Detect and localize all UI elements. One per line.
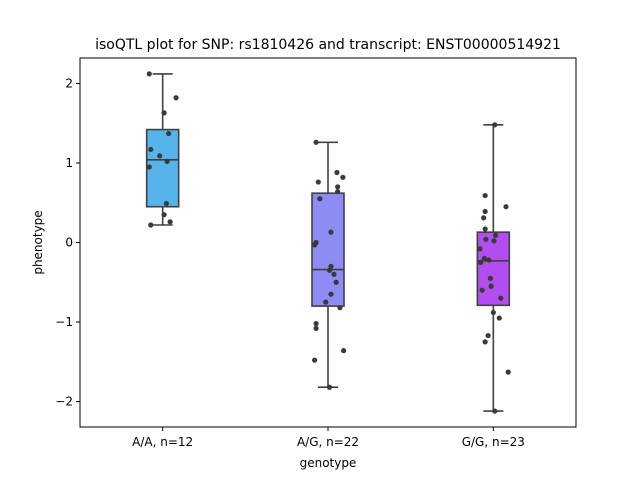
data-point bbox=[478, 259, 484, 265]
y-tick-label: 1 bbox=[65, 156, 73, 170]
box-iqr bbox=[145, 128, 180, 208]
data-point bbox=[482, 208, 488, 215]
x-tick-label: A/A, n=12 bbox=[132, 435, 193, 449]
y-tick-label: 0 bbox=[65, 236, 73, 250]
data-point bbox=[488, 283, 494, 289]
data-point bbox=[312, 357, 318, 363]
box-group bbox=[311, 139, 347, 390]
data-point bbox=[163, 200, 169, 207]
y-axis: −2 −1 0 1 2 bbox=[55, 76, 80, 409]
x-axis: A/A, n=12 A/G, n=22 G/G, n=23 bbox=[132, 427, 525, 449]
data-point bbox=[313, 139, 319, 145]
data-point bbox=[317, 196, 323, 202]
data-point bbox=[313, 325, 319, 331]
x-tick-label: G/G, n=23 bbox=[462, 435, 525, 449]
data-point bbox=[167, 219, 173, 225]
chart-title: isoQTL plot for SNP: rs1810426 and trans… bbox=[95, 37, 561, 53]
data-point bbox=[492, 408, 498, 414]
plot-area bbox=[145, 71, 511, 414]
box-iqr bbox=[476, 231, 511, 307]
data-point bbox=[326, 384, 333, 390]
data-point bbox=[166, 130, 172, 137]
data-point bbox=[328, 229, 334, 235]
data-point bbox=[496, 315, 502, 321]
data-point bbox=[482, 192, 488, 199]
data-point bbox=[146, 71, 152, 77]
data-point bbox=[333, 279, 339, 285]
data-point bbox=[498, 295, 504, 301]
data-point bbox=[148, 222, 154, 228]
data-point bbox=[326, 267, 333, 273]
data-point bbox=[341, 348, 347, 354]
data-point bbox=[477, 246, 483, 252]
box-group bbox=[476, 122, 511, 414]
data-point bbox=[482, 339, 488, 345]
data-point bbox=[313, 321, 319, 327]
data-point bbox=[481, 215, 487, 221]
y-tick-label: −1 bbox=[55, 315, 73, 329]
data-point bbox=[486, 257, 492, 263]
data-point bbox=[481, 255, 488, 262]
data-point bbox=[173, 95, 179, 101]
data-point bbox=[491, 238, 497, 244]
y-axis-label: phenotype bbox=[31, 210, 45, 274]
data-point bbox=[337, 305, 343, 311]
y-tick-label: −2 bbox=[55, 395, 73, 409]
data-point bbox=[485, 332, 491, 339]
data-point bbox=[146, 164, 152, 170]
data-point bbox=[503, 204, 509, 210]
data-point bbox=[334, 169, 340, 176]
data-point bbox=[312, 242, 318, 248]
data-point bbox=[161, 110, 167, 116]
data-point bbox=[157, 153, 163, 159]
data-point bbox=[161, 212, 167, 218]
data-point bbox=[323, 299, 329, 305]
data-point bbox=[483, 236, 489, 242]
box-iqr bbox=[311, 192, 345, 307]
data-point bbox=[492, 122, 498, 128]
data-point bbox=[340, 174, 346, 180]
y-tick-label: 2 bbox=[65, 76, 73, 90]
data-point bbox=[331, 271, 337, 277]
data-point bbox=[328, 263, 334, 269]
data-point bbox=[315, 179, 321, 185]
data-point bbox=[490, 309, 496, 316]
data-point bbox=[335, 184, 341, 190]
data-point bbox=[479, 287, 485, 293]
data-point bbox=[164, 158, 170, 164]
x-tick-label: A/G, n=22 bbox=[297, 435, 359, 449]
x-axis-label: genotype bbox=[300, 456, 357, 470]
data-point bbox=[328, 291, 334, 297]
data-point bbox=[335, 189, 341, 195]
box-group bbox=[145, 71, 180, 228]
data-point bbox=[148, 146, 154, 153]
data-point bbox=[505, 369, 511, 375]
data-point bbox=[487, 275, 493, 281]
data-point bbox=[482, 226, 488, 232]
data-point bbox=[492, 232, 499, 238]
